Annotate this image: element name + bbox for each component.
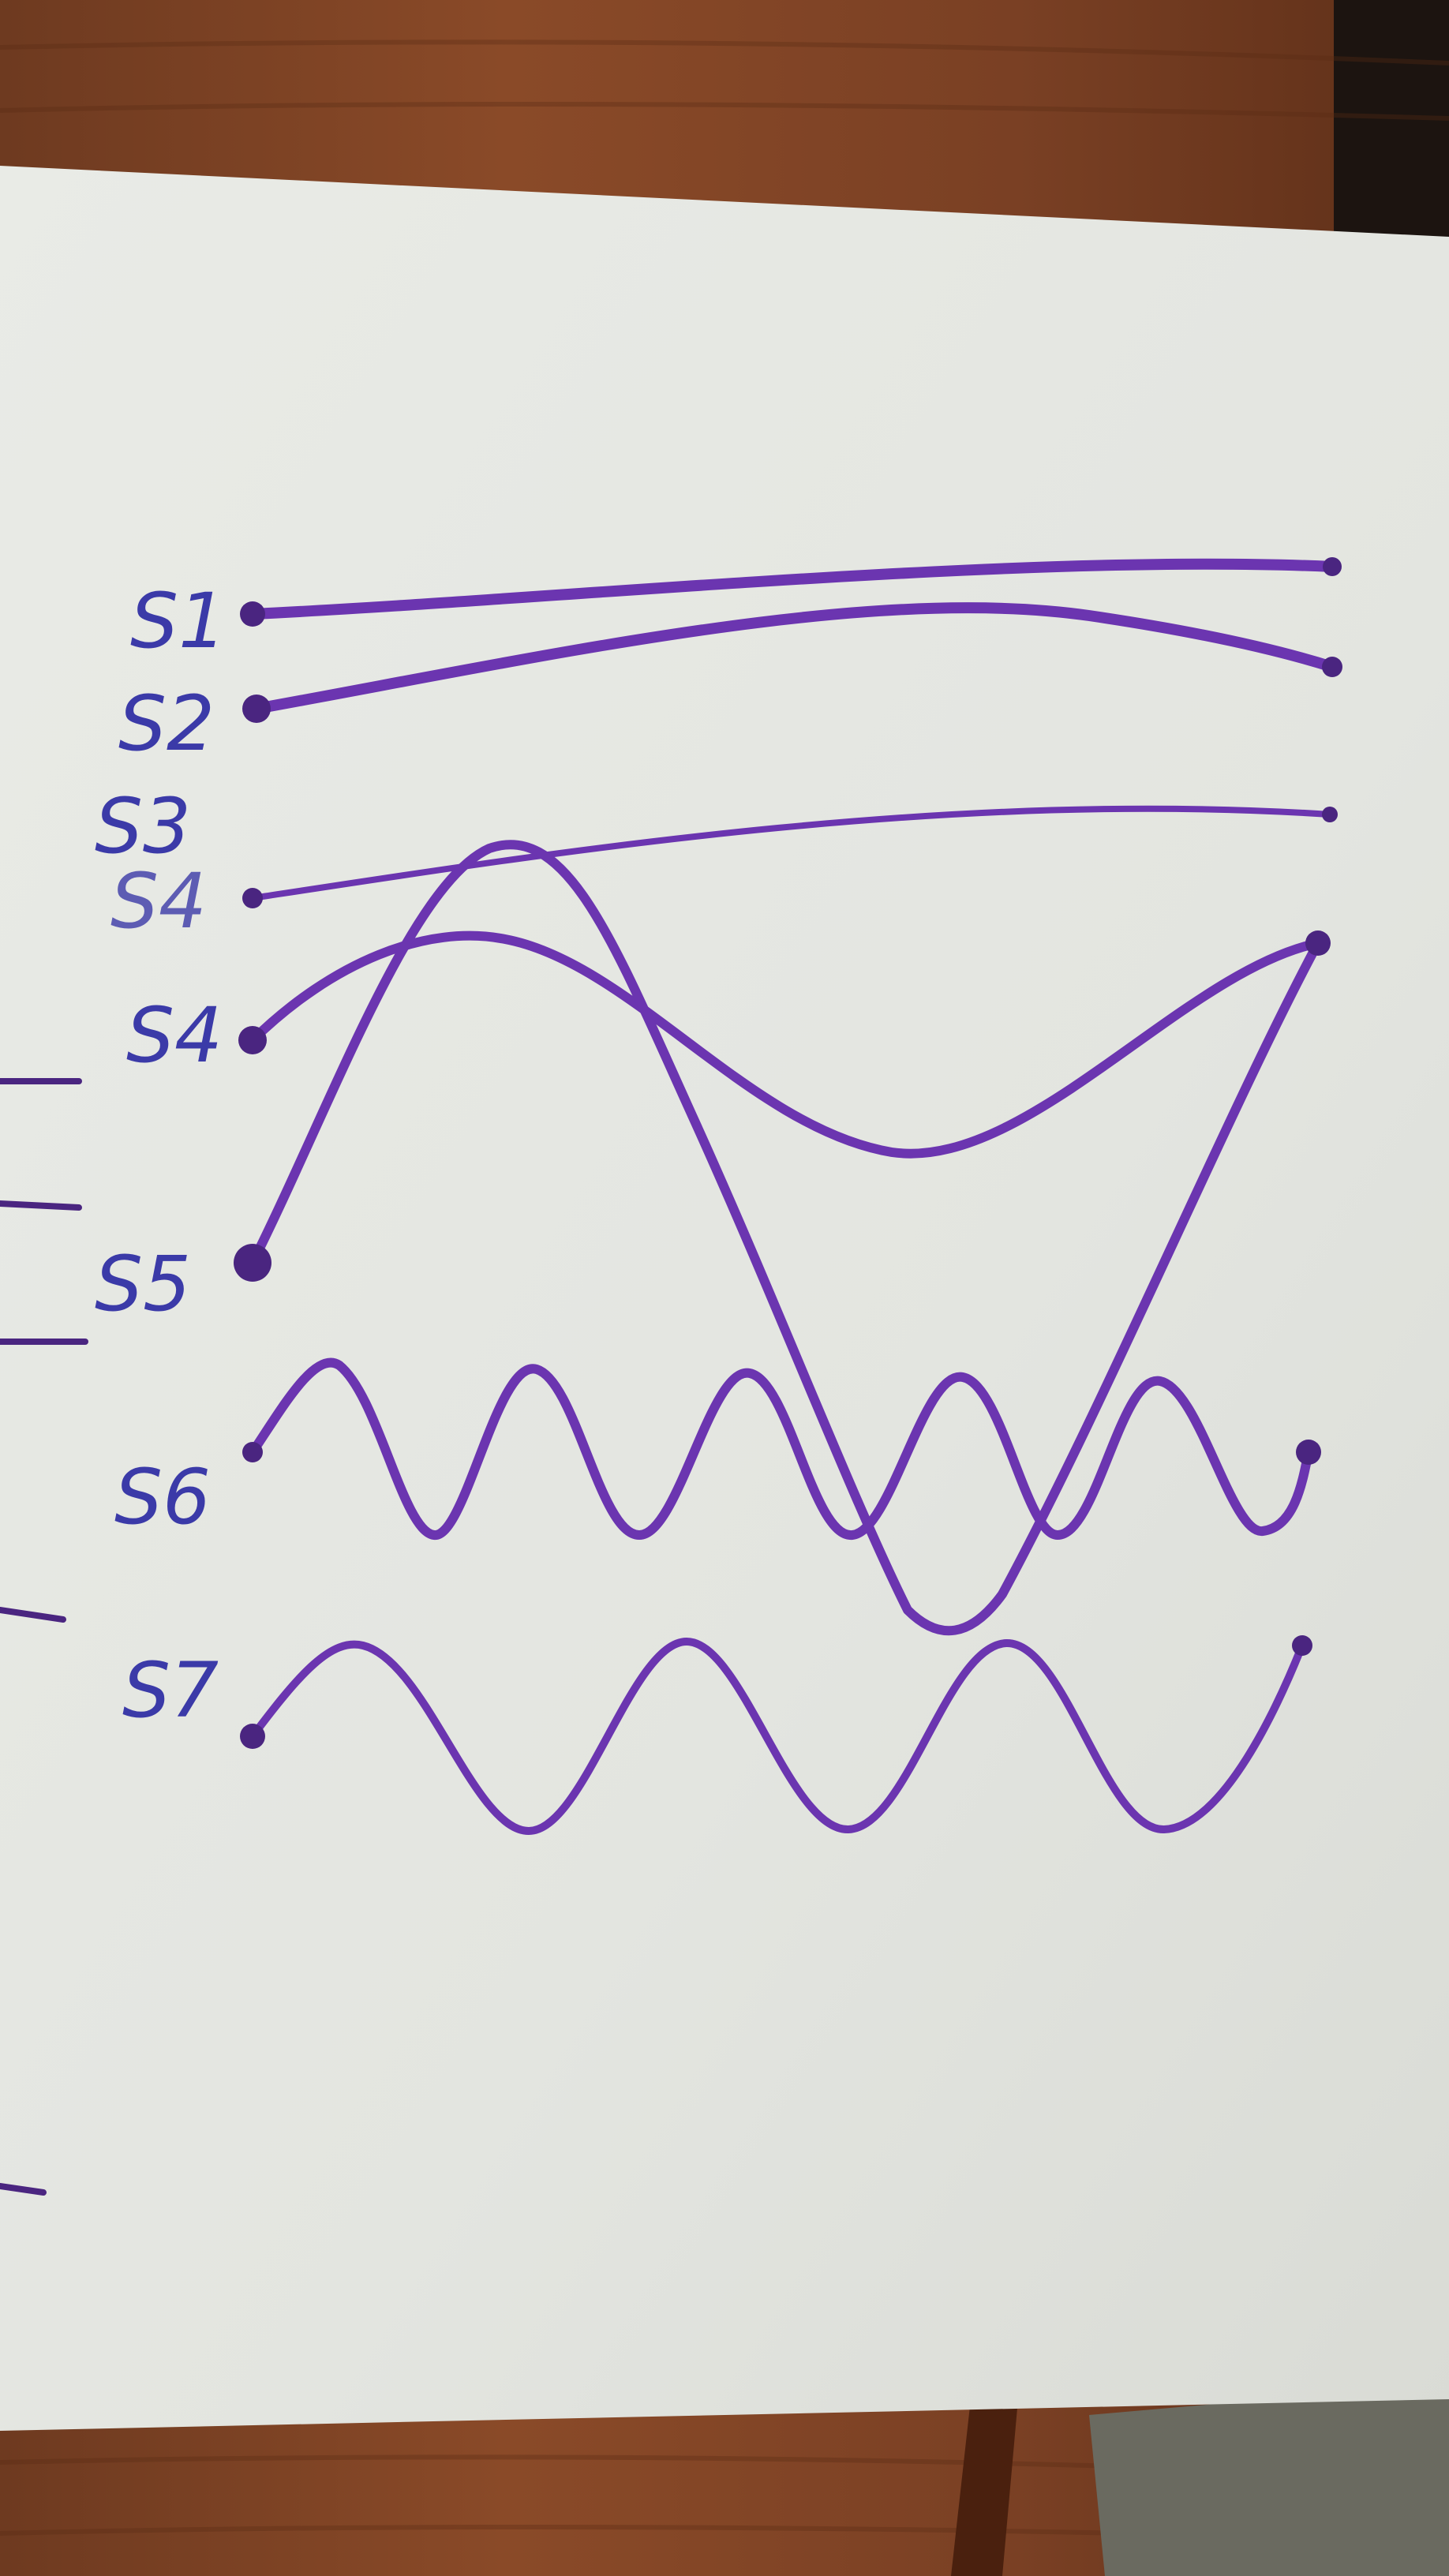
curve-s6 xyxy=(248,1357,1313,1540)
dot-s2-end xyxy=(1322,657,1342,677)
label-s5: S5 xyxy=(95,1240,191,1328)
dot-s6-end xyxy=(1296,1440,1321,1465)
chair-leg xyxy=(951,2399,1018,2576)
label-s6: S6 xyxy=(114,1453,211,1541)
ink-curves xyxy=(247,558,1338,1835)
dot-s1-end xyxy=(1323,557,1342,576)
dot-s4-start xyxy=(238,1026,267,1054)
left-edge-marks xyxy=(0,1078,88,2196)
fabric-corner xyxy=(1089,2383,1449,2576)
dot-s3-start xyxy=(242,888,263,908)
curve-s3 xyxy=(249,805,1333,901)
label-s1: S1 xyxy=(130,577,227,665)
curve-s1 xyxy=(247,558,1338,620)
paper-sheet xyxy=(0,166,1449,2431)
dot-s7-start xyxy=(240,1724,265,1749)
dot-s2-start xyxy=(242,695,271,723)
dot-s5-start xyxy=(234,1244,271,1282)
endpoint-dots xyxy=(234,557,1342,1749)
label-s7: S7 xyxy=(122,1646,219,1735)
curve-s7 xyxy=(249,1638,1306,1835)
label-s4: S4 xyxy=(126,991,223,1080)
dark-corner xyxy=(1334,0,1449,237)
curve-s5 xyxy=(248,840,1323,1636)
dot-s3-end xyxy=(1322,807,1338,822)
dot-s4-s5-end xyxy=(1305,930,1331,956)
dot-s7-end xyxy=(1292,1635,1312,1656)
curve-s2 xyxy=(251,602,1338,714)
label-s4-overwritten: S4 xyxy=(110,857,207,945)
wood-grain xyxy=(0,39,1449,2544)
dot-s1-start xyxy=(240,601,265,627)
label-s3: S3 xyxy=(95,782,191,871)
handwritten-labels: S1 S2 S3 S4 S4 S5 S6 S7 xyxy=(95,577,227,1735)
dot-s6-start xyxy=(242,1442,263,1462)
label-s2: S2 xyxy=(118,680,215,768)
